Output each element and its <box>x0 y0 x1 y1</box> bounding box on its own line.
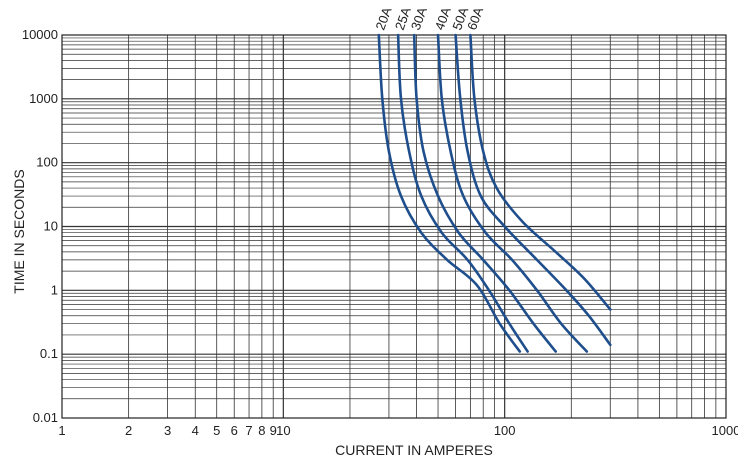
y-tick-label: 0.1 <box>40 346 58 361</box>
y-axis-label: TIME IN SECONDS <box>11 169 27 293</box>
x-tick-label: 2 <box>125 423 132 438</box>
curve-60A <box>469 33 612 311</box>
y-tick-labels: 10000 1000 100 10 1 0.1 0.01 <box>22 27 58 425</box>
curve-40A <box>436 33 589 353</box>
curve-30A <box>412 33 557 353</box>
plot-frame <box>61 34 727 419</box>
x-tick-label: 9 <box>270 423 277 438</box>
curve-label-30A: 30A <box>408 5 430 32</box>
y-tick-label: 1 <box>51 282 58 297</box>
x-tick-label: 3 <box>164 423 171 438</box>
chart-grid <box>62 35 726 418</box>
curve-20A <box>377 33 522 353</box>
x-tick-label: 10 <box>276 423 290 438</box>
y-tick-label: 0.01 <box>33 410 58 425</box>
x-tick-label: 6 <box>231 423 238 438</box>
x-tick-labels: 1 2 3 4 5 6 7 8 9 10 100 1000 <box>58 423 738 438</box>
x-tick-label: 8 <box>258 423 265 438</box>
x-tick-label: 1000 <box>712 423 738 438</box>
curve-25A <box>396 33 529 353</box>
x-tick-label: 100 <box>494 423 516 438</box>
y-tick-label: 100 <box>36 155 58 170</box>
y-tick-label: 10 <box>44 219 58 234</box>
x-tick-label: 5 <box>213 423 220 438</box>
x-tick-label: 4 <box>192 423 199 438</box>
curve-50A <box>454 33 612 347</box>
y-tick-label: 10000 <box>22 27 58 42</box>
y-tick-label: 1000 <box>29 91 58 106</box>
x-axis-label: CURRENT IN AMPERES <box>335 442 493 458</box>
fuse-curves <box>377 33 612 353</box>
curve-label-20A: 20A <box>373 5 395 32</box>
x-tick-label: 1 <box>58 423 65 438</box>
x-tick-label: 7 <box>245 423 252 438</box>
